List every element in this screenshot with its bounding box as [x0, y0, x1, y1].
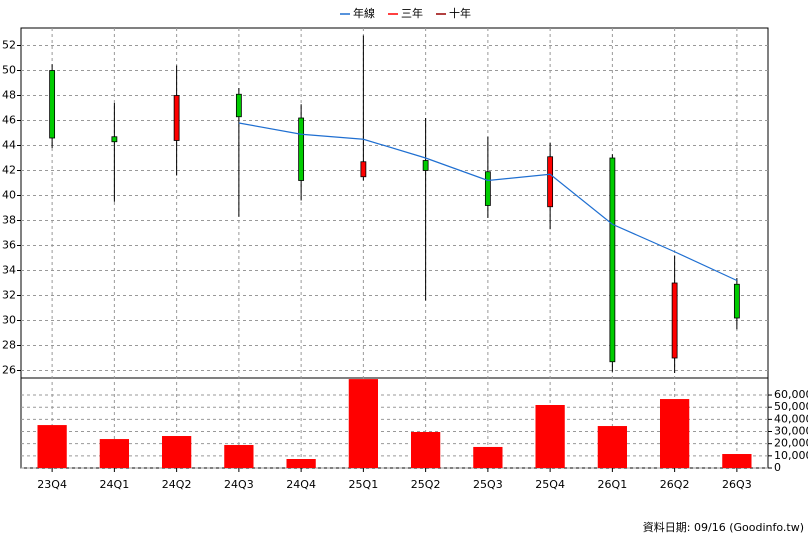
- x-tick-label: 26Q3: [722, 478, 752, 491]
- y-tick-label: 38: [2, 214, 16, 227]
- x-tick-label: 25Q1: [349, 478, 379, 491]
- candle-body: [422, 160, 429, 171]
- y-tick-label: 52: [2, 39, 16, 52]
- source: 資料日期: 09/16 (Goodinfo.tw): [643, 520, 804, 534]
- x-tick-label: 24Q4: [286, 478, 316, 491]
- volume-bar: [722, 454, 752, 468]
- candle-body: [360, 161, 367, 178]
- x-tick-label: 26Q2: [660, 478, 690, 491]
- candle-body: [484, 171, 491, 206]
- y2-tick-label: 60,000: [774, 388, 808, 401]
- y-tick-label: 32: [2, 289, 16, 302]
- legend-label: 三年: [401, 6, 423, 20]
- y-tick-label: 44: [2, 139, 16, 152]
- x-tick-label: 24Q2: [162, 478, 192, 491]
- y-tick-label: 50: [2, 64, 16, 77]
- y-tick-label: 48: [2, 89, 16, 102]
- candle-body: [235, 93, 242, 118]
- volume-bar: [348, 379, 379, 468]
- volume-bar: [535, 405, 565, 468]
- candle-body: [609, 157, 616, 363]
- volume-bar: [473, 446, 503, 468]
- candle-body: [733, 283, 740, 319]
- y-tick-label: 46: [2, 114, 16, 127]
- y-tick-label: 42: [2, 164, 16, 177]
- line-series: [238, 122, 738, 282]
- y-tick-label: 40: [2, 189, 16, 202]
- y2-tick-label: 20,000: [774, 437, 808, 450]
- y2-tick-label: 10,000: [774, 449, 808, 462]
- candle-body: [298, 117, 305, 181]
- y-tick-label: 28: [2, 339, 16, 352]
- y2-tick-label: 0: [774, 461, 781, 474]
- x-tick-label: 25Q4: [535, 478, 565, 491]
- x-tick-label: 25Q3: [473, 478, 503, 491]
- x-tick-label: 23Q4: [37, 478, 67, 491]
- candle-body: [547, 156, 554, 208]
- candle-body: [49, 70, 56, 139]
- y2-tick-label: 50,000: [774, 400, 808, 413]
- x-tick-label: 25Q2: [411, 478, 441, 491]
- candle-body: [671, 282, 678, 359]
- plot-frame: [20, 27, 769, 469]
- y-tick-label: 26: [2, 364, 16, 377]
- y-tick-label: 36: [2, 239, 16, 252]
- candle-body: [173, 95, 180, 141]
- volume-bar: [161, 436, 192, 468]
- volume-bar: [99, 439, 130, 468]
- candle-body: [111, 136, 118, 143]
- x-tick-label: 24Q3: [224, 478, 254, 491]
- volume-bar: [224, 445, 254, 468]
- legend-label: 年線: [353, 6, 375, 20]
- volume-bar: [659, 399, 690, 468]
- y2-tick-label: 30,000: [774, 425, 808, 438]
- x-tick-label: 26Q1: [598, 478, 628, 491]
- y2-tick-label: 40,000: [774, 412, 808, 425]
- volume-bar: [410, 432, 441, 468]
- y-tick-label: 34: [2, 264, 16, 277]
- y-tick-label: 30: [2, 314, 16, 327]
- volume-bar: [37, 425, 67, 468]
- volume-bar: [597, 426, 628, 468]
- legend-label: 十年: [449, 6, 471, 20]
- x-tick-label: 24Q1: [100, 478, 130, 491]
- volume-bar: [286, 459, 316, 468]
